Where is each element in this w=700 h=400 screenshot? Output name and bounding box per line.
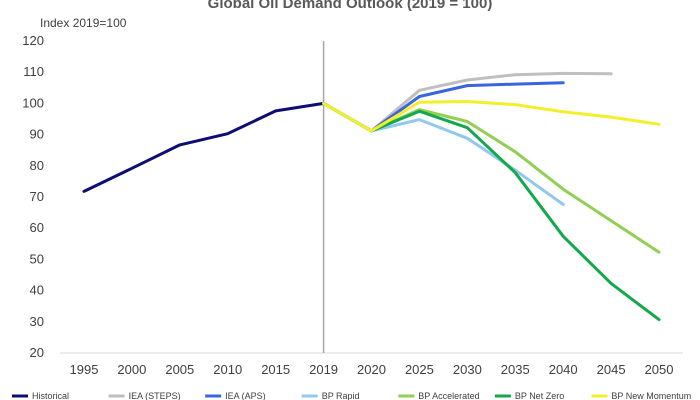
y-tick-label: 30 bbox=[30, 314, 44, 329]
y-tick-labels: 20 30 40 50 60 70 80 90 100 110 120 bbox=[22, 33, 44, 360]
x-tick-label: 2000 bbox=[117, 362, 146, 377]
y-tick-label: 60 bbox=[30, 220, 44, 235]
x-tick-label: 2045 bbox=[597, 362, 626, 377]
x-tick-label: 2019 bbox=[309, 362, 338, 377]
x-tick-labels: 1995 2000 2005 2010 2015 2019 2020 2025 2030 2035… bbox=[70, 362, 674, 377]
series-line bbox=[322, 101, 661, 254]
y-tick-label: 80 bbox=[30, 158, 44, 173]
y-tick-label: 20 bbox=[30, 345, 44, 360]
legend-label: BP New Momentum bbox=[611, 391, 691, 400]
x-tick-label: 1995 bbox=[70, 362, 99, 377]
x-tick-label: 2010 bbox=[213, 362, 242, 377]
y-tick-label: 40 bbox=[30, 283, 44, 298]
chart-title: Global Oil Demand Outlook (2019 = 100) bbox=[208, 0, 493, 12]
x-tick-label: 2050 bbox=[645, 362, 674, 377]
legend: Historical IEA (STEPS) IEA (APS) BP Rapid BP… bbox=[12, 391, 691, 400]
y-tick-label: 90 bbox=[30, 127, 44, 142]
y-axis-label: Index 2019=100 bbox=[40, 16, 127, 30]
series-line bbox=[322, 100, 661, 133]
y-tick-label: 70 bbox=[30, 189, 44, 204]
legend-label: BP Rapid bbox=[322, 391, 360, 400]
x-tick-label: 2030 bbox=[453, 362, 482, 377]
y-tick-label: 110 bbox=[23, 64, 44, 79]
legend-label: Historical bbox=[32, 391, 69, 400]
y-tick-label: 50 bbox=[30, 251, 44, 266]
y-tick-label: 100 bbox=[22, 95, 44, 110]
x-tick-label: 2005 bbox=[165, 362, 194, 377]
legend-label: IEA (APS) bbox=[225, 391, 266, 400]
x-tick-label: 2040 bbox=[549, 362, 578, 377]
x-tick-label: 2035 bbox=[501, 362, 530, 377]
series-line bbox=[82, 101, 326, 193]
x-tick-label: 2015 bbox=[261, 362, 290, 377]
y-tick-label: 120 bbox=[22, 33, 44, 48]
x-tick-label: 2025 bbox=[405, 362, 434, 377]
legend-label: BP Net Zero bbox=[515, 391, 564, 400]
legend-label: BP Accelerated bbox=[418, 391, 479, 400]
series-lines bbox=[82, 71, 661, 322]
legend-label: IEA (STEPS) bbox=[129, 391, 181, 400]
x-tick-label: 2020 bbox=[357, 362, 386, 377]
